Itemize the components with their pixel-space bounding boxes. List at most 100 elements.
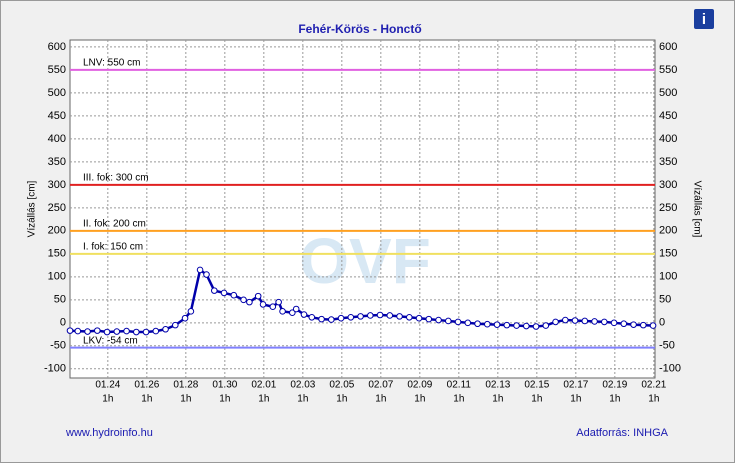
data-point	[172, 321, 179, 329]
x-tick-sublabel: 1h	[336, 394, 347, 405]
data-point	[445, 317, 452, 325]
data-point	[318, 315, 325, 323]
y-tick-label: -100	[44, 363, 66, 375]
x-tick-label: 01.26	[134, 380, 159, 391]
y-tick-label: 550	[48, 64, 66, 76]
data-point	[259, 301, 267, 308]
x-tick-sublabel: 1h	[297, 394, 308, 405]
y-axis-label: Vízállás [cm]	[27, 180, 38, 237]
data-point	[347, 313, 355, 321]
data-point	[523, 322, 530, 330]
x-tick-sublabel: 1h	[492, 394, 503, 405]
data-point	[203, 271, 210, 278]
data-point	[84, 328, 91, 335]
info-icon[interactable]: i	[702, 11, 706, 28]
x-tick-label: 02.03	[290, 380, 315, 391]
data-point	[376, 311, 384, 319]
data-point	[610, 319, 618, 327]
data-point	[435, 316, 442, 324]
x-tick-label: 02.21	[641, 380, 666, 391]
y-tick-label: 50	[54, 294, 66, 306]
y2-tick-label: 550	[659, 64, 677, 76]
data-point	[503, 321, 511, 329]
data-point	[640, 321, 647, 329]
data-point	[357, 313, 364, 320]
data-point	[142, 328, 150, 336]
x-tick-label: 02.07	[368, 380, 393, 391]
data-point	[493, 321, 501, 328]
info-button[interactable]	[694, 9, 714, 29]
y2-tick-label: 100	[659, 271, 677, 283]
y-tick-label: 450	[48, 110, 66, 122]
data-point	[269, 303, 277, 311]
data-point	[254, 292, 262, 300]
data-point	[630, 321, 637, 328]
data-point	[532, 323, 540, 330]
chart-title: Fehér-Körös - Honctő	[298, 22, 421, 36]
reference-label: LNV: 550 cm	[83, 58, 140, 69]
y2-axis-label: Vízállás [cm]	[691, 181, 702, 238]
y2-tick-label: -50	[659, 340, 675, 352]
data-point	[425, 315, 433, 323]
watermark: OVF	[299, 225, 431, 297]
x-tick-label: 01.28	[173, 380, 198, 391]
y2-tick-label: 500	[659, 87, 677, 99]
data-point	[386, 312, 394, 319]
x-tick-label: 01.30	[212, 380, 237, 391]
data-point	[275, 298, 282, 306]
x-tick-sublabel: 1h	[531, 394, 542, 405]
x-tick-label: 02.17	[563, 380, 588, 391]
data-point	[649, 322, 657, 329]
y-tick-label: 400	[48, 133, 66, 145]
y-tick-label: 250	[48, 202, 66, 214]
data-point	[211, 287, 218, 294]
data-point	[474, 320, 481, 328]
y2-tick-label: 600	[659, 41, 677, 53]
data-point	[562, 316, 569, 324]
y2-tick-label: 0	[659, 317, 665, 329]
data-point	[552, 318, 559, 326]
data-point	[396, 313, 403, 320]
data-point	[94, 327, 101, 334]
plot-area	[69, 39, 656, 379]
data-point	[601, 318, 608, 326]
x-tick-sublabel: 1h	[219, 394, 230, 405]
data-point	[196, 266, 204, 274]
x-tick-label: 02.11	[447, 380, 472, 391]
y-tick-label: 600	[48, 41, 66, 53]
y2-tick-label: 300	[659, 179, 677, 191]
y2-tick-label: 250	[659, 202, 677, 214]
y2-tick-label: 200	[659, 225, 677, 237]
data-point	[337, 314, 345, 322]
x-tick-label: 02.15	[524, 380, 549, 391]
y2-tick-label: 350	[659, 156, 677, 168]
data-point	[123, 327, 130, 335]
data-point	[289, 309, 296, 316]
data-point	[279, 308, 286, 315]
data-point	[581, 317, 589, 325]
y-tick-label: 150	[48, 248, 66, 260]
x-tick-label: 01.24	[95, 380, 120, 391]
data-point	[230, 291, 238, 299]
x-tick-label: 02.09	[407, 380, 432, 391]
y-tick-label: 100	[48, 271, 66, 283]
data-point	[542, 322, 550, 329]
data-point	[246, 298, 253, 306]
x-tick-sublabel: 1h	[453, 394, 464, 405]
x-tick-sublabel: 1h	[141, 394, 152, 405]
source-left[interactable]: www.hydroinfo.hu	[65, 427, 153, 439]
data-point	[464, 319, 472, 327]
data-point	[66, 327, 74, 334]
y2-tick-label: 50	[659, 294, 671, 306]
data-point	[513, 322, 520, 329]
x-tick-sublabel: 1h	[648, 394, 659, 405]
reference-label: III. fok: 300 cm	[83, 172, 149, 183]
data-point	[220, 289, 228, 297]
x-tick-sublabel: 1h	[570, 394, 581, 405]
data-point	[406, 313, 413, 321]
x-tick-label: 02.05	[329, 380, 354, 391]
data-point	[133, 328, 140, 336]
x-tick-label: 02.19	[602, 380, 627, 391]
y2-tick-label: 400	[659, 133, 677, 145]
